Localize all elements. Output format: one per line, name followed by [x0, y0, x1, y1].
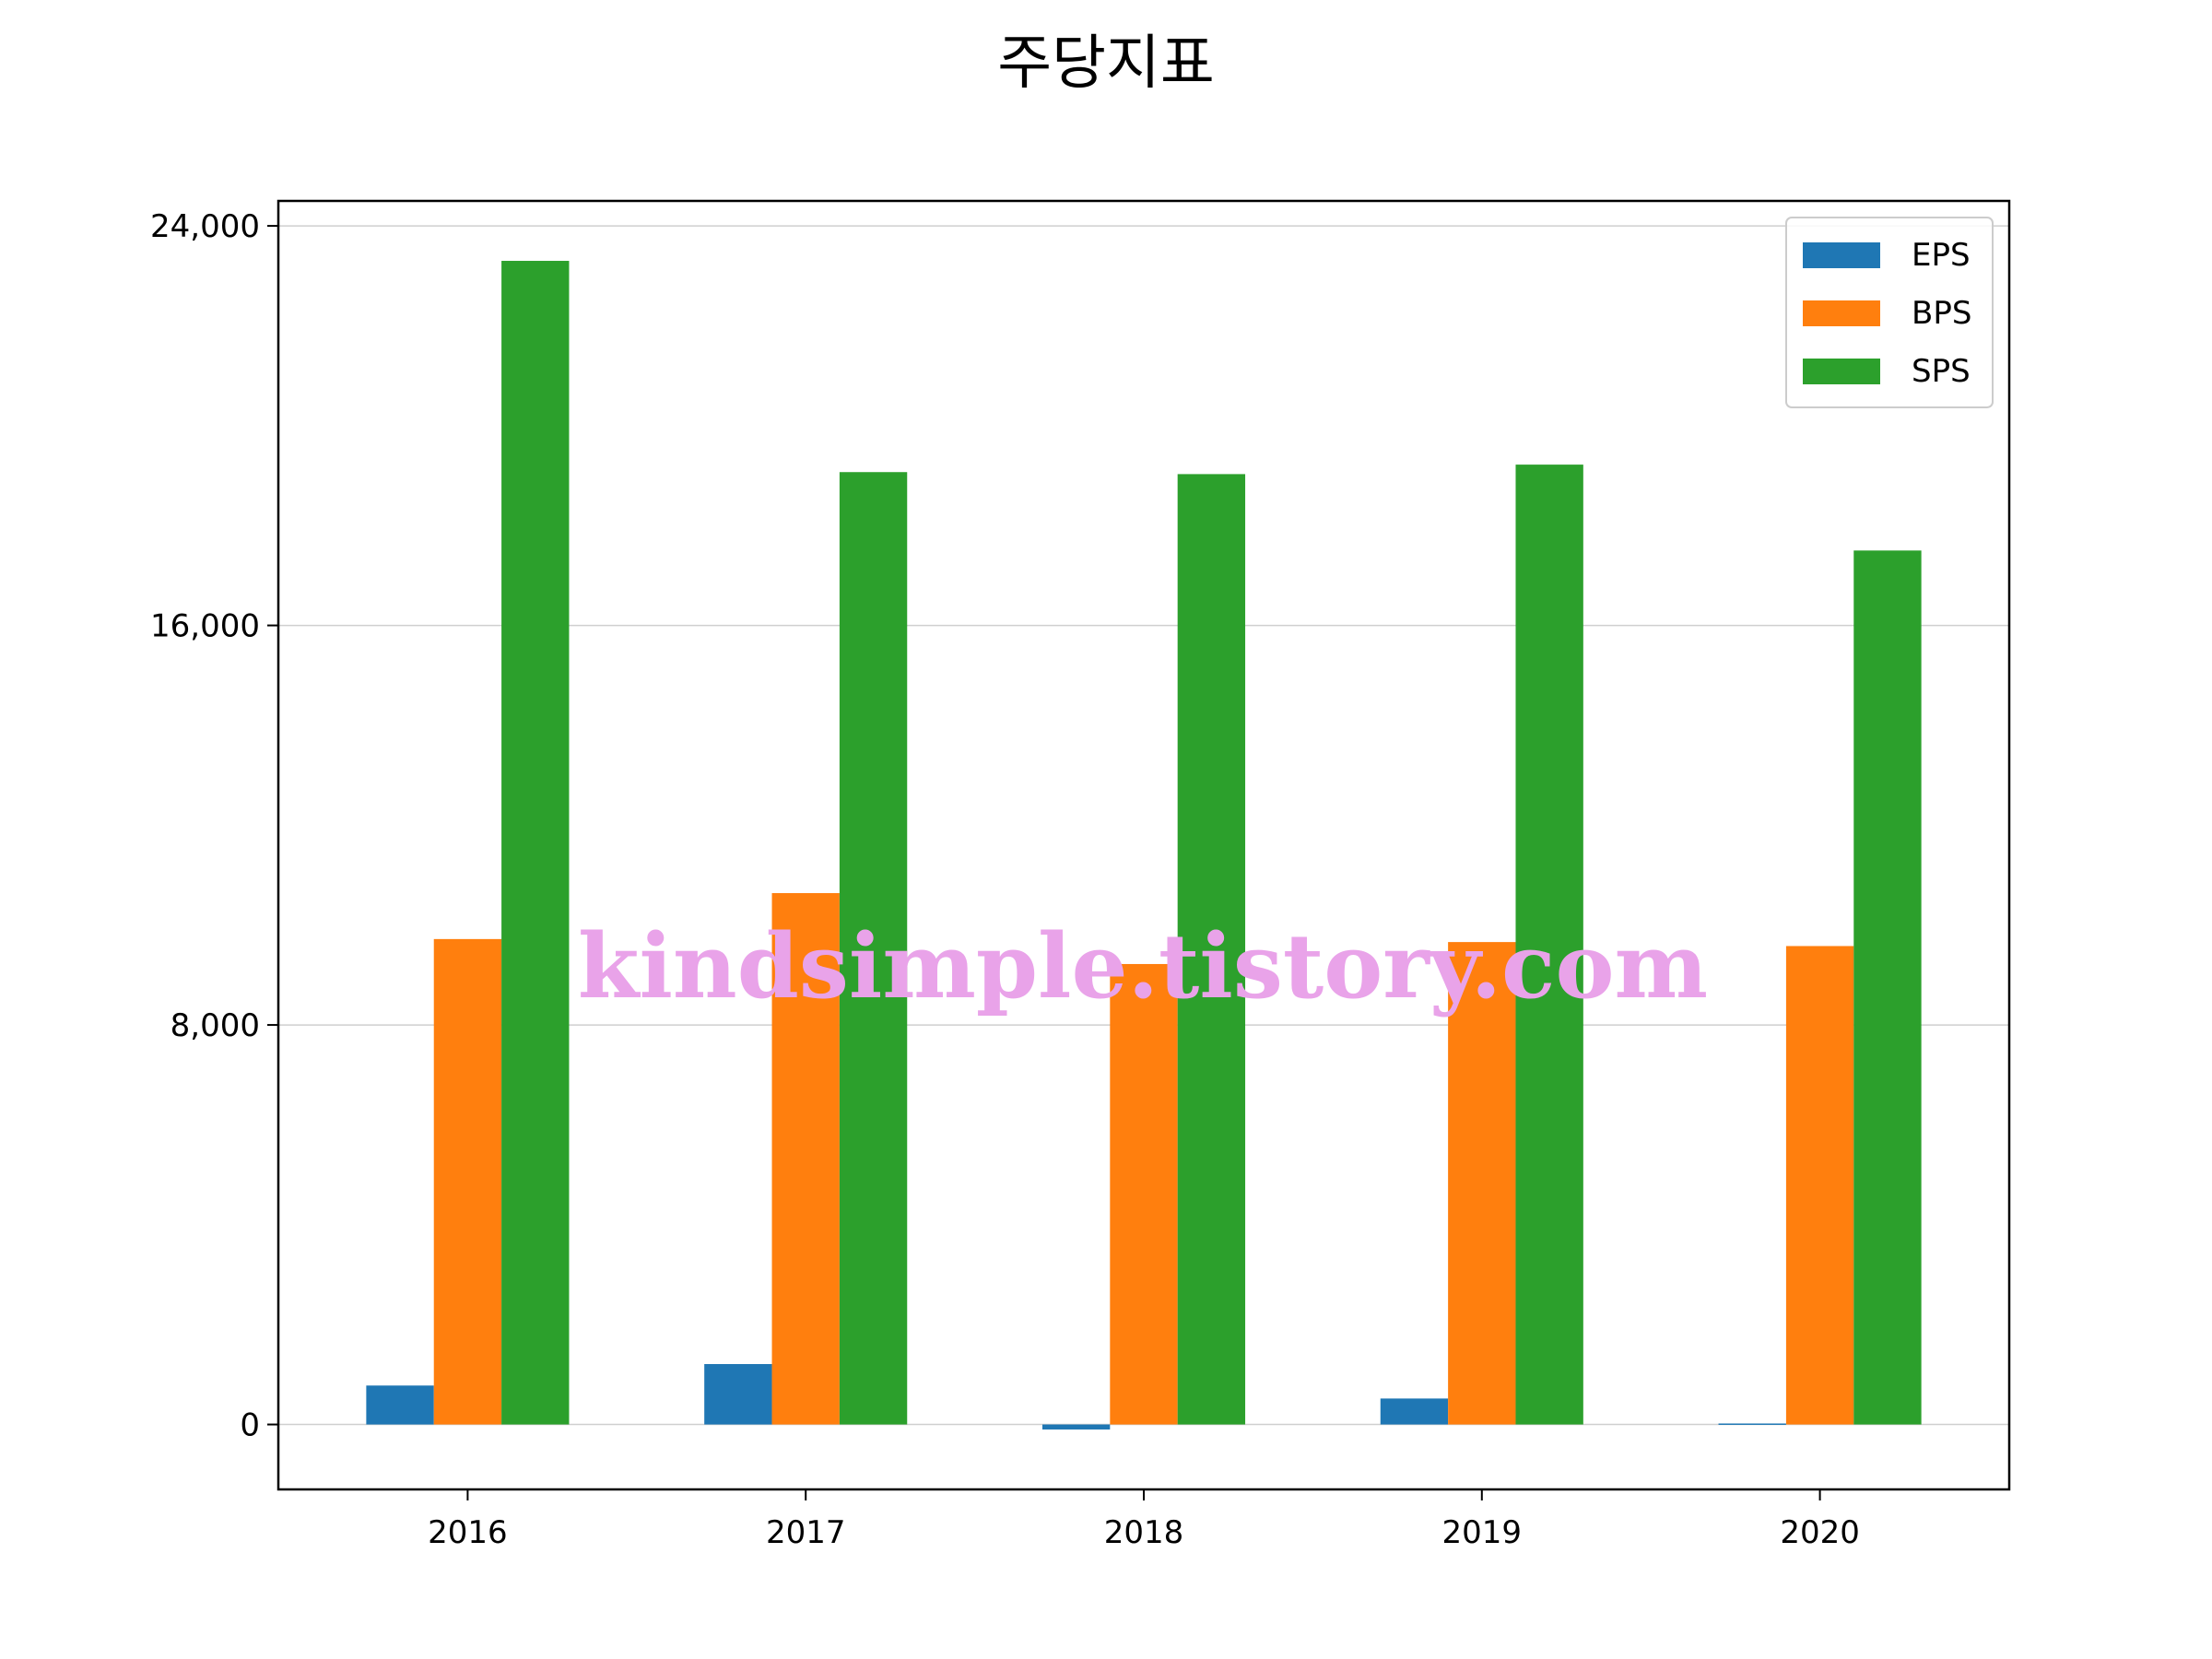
bar-sps-2020	[1853, 550, 1922, 1425]
bar-sps-2017	[839, 472, 908, 1425]
legend-label-eps: EPS	[1912, 237, 1971, 274]
bar-bps-2016	[433, 938, 502, 1425]
y-tick-label-1: 8,000	[171, 1007, 260, 1044]
bar-eps-2019	[1380, 1398, 1449, 1425]
bar-bps-2020	[1785, 946, 1854, 1425]
x-tick-label-1: 2017	[766, 1514, 846, 1551]
legend-label-sps: SPS	[1912, 353, 1971, 390]
legend-swatch-bps	[1803, 300, 1880, 326]
bar-eps-2020	[1718, 1423, 1786, 1425]
x-tick-label-2: 2018	[1104, 1514, 1184, 1551]
legend-swatch-eps	[1803, 242, 1880, 268]
x-tick-label-0: 2016	[428, 1514, 508, 1551]
chart-title: 주당지표	[997, 29, 1215, 98]
legend-label-bps: BPS	[1912, 295, 1971, 332]
bars	[366, 261, 1922, 1430]
y-tick-label-0: 0	[240, 1407, 260, 1444]
bar-sps-2016	[501, 261, 570, 1425]
bar-bps-2018	[1110, 963, 1178, 1425]
watermark-text: kindsimple.tistory.com	[578, 914, 1708, 1018]
legend: EPS BPS SPS	[1785, 217, 1994, 408]
y-axis: 0 8,000 16,000 24,000	[150, 208, 278, 1444]
bar-eps-2017	[704, 1363, 772, 1425]
y-tick-label-2: 16,000	[150, 608, 260, 645]
legend-swatch-sps	[1803, 359, 1880, 384]
bar-bps-2019	[1448, 942, 1516, 1425]
bar-eps-2016	[366, 1385, 434, 1425]
x-tick-label-4: 2020	[1780, 1514, 1860, 1551]
bar-sps-2019	[1515, 465, 1583, 1425]
x-tick-label-3: 2019	[1442, 1514, 1523, 1551]
x-axis: 2016 2017 2018 2019 2020	[428, 1489, 1860, 1551]
bar-eps-2018	[1041, 1424, 1111, 1430]
bar-bps-2017	[771, 893, 840, 1425]
bar-sps-2018	[1177, 474, 1246, 1425]
y-tick-label-3: 24,000	[150, 208, 260, 245]
